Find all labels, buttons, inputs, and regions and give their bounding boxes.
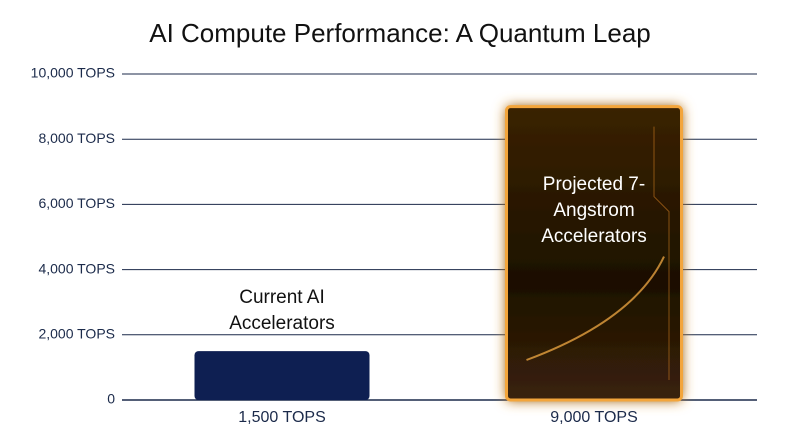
value-label: 9,000 TOPS xyxy=(550,409,637,426)
value-label: 1,500 TOPS xyxy=(238,409,325,426)
chart-title: AI Compute Performance: A Quantum Leap xyxy=(149,18,651,48)
y-tick-label: 4,000 TOPS xyxy=(38,260,115,276)
y-tick-label: 2,000 TOPS xyxy=(38,326,115,342)
y-tick-label: 8,000 TOPS xyxy=(38,130,115,146)
decoration xyxy=(526,256,665,361)
y-tick-label: 6,000 TOPS xyxy=(38,195,115,211)
y-tick-label: 10,000 TOPS xyxy=(31,65,115,81)
bar xyxy=(505,105,683,402)
decoration xyxy=(653,126,670,380)
category-label: Current AI Accelerators xyxy=(229,287,335,335)
bar xyxy=(194,351,370,400)
category-label: Projected 7-Angstrom Accelerators xyxy=(541,173,647,247)
y-tick-label: 0 xyxy=(107,391,115,407)
